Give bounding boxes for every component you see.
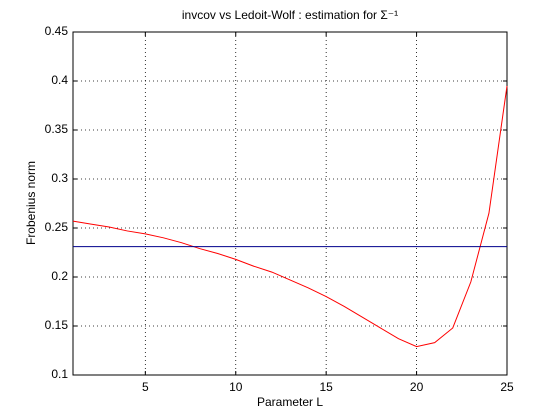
x-tick-label: 10 (229, 380, 243, 394)
x-tick-label: 15 (319, 380, 333, 394)
x-tick-label: 25 (500, 380, 514, 394)
x-tick-label: 5 (142, 380, 149, 394)
y-tick-label: 0.1 (51, 367, 68, 381)
y-tick-label: 0.25 (45, 220, 69, 234)
chart-title: invcov vs Ledoit-Wolf : estimation for Σ… (182, 8, 398, 22)
y-axis-label: Frobenius norm (24, 161, 38, 245)
line-series (72, 85, 508, 348)
axes-box (72, 31, 508, 376)
y-tick-label: 0.45 (45, 24, 69, 38)
y-tick-label: 0.15 (45, 318, 69, 332)
y-tick-label: 0.3 (51, 171, 68, 185)
x-tick-label: 20 (410, 380, 424, 394)
x-axis-label: Parameter L (257, 395, 323, 409)
y-tick-label: 0.4 (51, 73, 68, 87)
y-tick-label: 0.35 (45, 122, 69, 136)
y-tick-label: 0.2 (51, 269, 68, 283)
plot-area (73, 32, 507, 375)
